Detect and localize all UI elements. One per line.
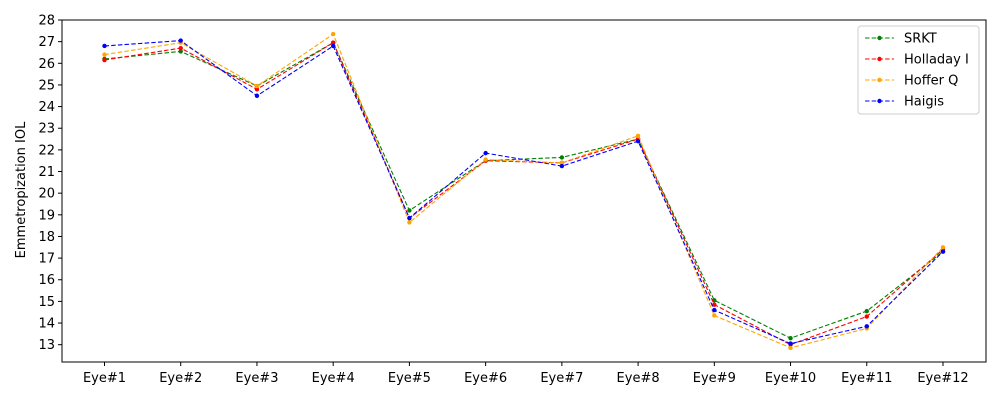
y-tick-label: 19 bbox=[38, 208, 55, 223]
x-tick-label: Eye#4 bbox=[312, 371, 355, 386]
data-point bbox=[788, 341, 793, 346]
data-point bbox=[178, 38, 183, 43]
series-srkt bbox=[102, 40, 946, 341]
data-point bbox=[330, 31, 336, 37]
series-haigis bbox=[102, 38, 946, 346]
legend-marker bbox=[877, 98, 882, 104]
plot-frame bbox=[61, 19, 987, 363]
x-axis: Eye#1 Eye#2 Eye#3 Eye#4 Eye#5 Eye#6 Eye#7 Eye#8… bbox=[83, 362, 969, 386]
data-point bbox=[559, 160, 565, 166]
data-point bbox=[864, 314, 869, 319]
legend-entry: Hoffer Q bbox=[865, 74, 958, 89]
legend-entry: Holladay I bbox=[865, 53, 969, 68]
y-tick-label: 28 bbox=[38, 14, 55, 29]
data-point bbox=[102, 52, 107, 57]
data-point bbox=[788, 335, 793, 341]
y-tick-label: 16 bbox=[38, 273, 55, 288]
data-point bbox=[712, 302, 717, 307]
series-line bbox=[104, 41, 944, 346]
x-tick-label: Eye#6 bbox=[464, 371, 507, 386]
data-point bbox=[940, 249, 946, 254]
y-tick-label: 17 bbox=[38, 252, 55, 267]
x-tick-label: Eye#3 bbox=[235, 371, 278, 386]
y-tick-label: 26 bbox=[38, 57, 55, 72]
series-holladay-i bbox=[102, 40, 946, 347]
data-point bbox=[712, 307, 717, 313]
data-point bbox=[178, 45, 183, 51]
data-point bbox=[407, 208, 412, 213]
legend-label: Hoffer Q bbox=[904, 74, 958, 89]
data-point bbox=[254, 93, 260, 98]
y-tick-label: 13 bbox=[38, 338, 55, 353]
x-tick-label: Eye#9 bbox=[693, 371, 736, 386]
data-point bbox=[864, 308, 869, 314]
data-point bbox=[635, 139, 641, 144]
data-point bbox=[483, 150, 488, 156]
legend-entry: SRKT bbox=[865, 32, 937, 47]
x-tick-label: Eye#1 bbox=[83, 371, 126, 386]
data-point bbox=[254, 87, 260, 92]
series-line bbox=[104, 41, 944, 339]
series-hoffer-q bbox=[102, 31, 946, 351]
data-point bbox=[788, 345, 793, 351]
y-tick-label: 24 bbox=[38, 100, 55, 115]
data-point bbox=[102, 43, 107, 49]
x-tick-label: Eye#11 bbox=[841, 371, 892, 386]
y-axis: 13 14 15 16 17 18 19 20 21 22 23 24 25 26 27 28 bbox=[38, 14, 62, 353]
y-axis-label: Emmetropization IOL bbox=[14, 121, 29, 258]
data-point bbox=[407, 215, 412, 221]
x-tick-label: Eye#10 bbox=[765, 371, 816, 386]
y-tick-label: 18 bbox=[38, 230, 55, 245]
data-point bbox=[559, 155, 565, 160]
legend-marker bbox=[877, 35, 882, 41]
data-point bbox=[102, 57, 107, 63]
data-point bbox=[330, 40, 336, 45]
series-line bbox=[104, 40, 944, 345]
data-point bbox=[864, 324, 869, 329]
data-point bbox=[254, 83, 260, 89]
y-tick-label: 27 bbox=[38, 35, 55, 50]
y-tick-label: 15 bbox=[38, 295, 55, 310]
x-tick-label: Eye#5 bbox=[388, 371, 431, 386]
plot-area bbox=[61, 19, 987, 363]
x-tick-label: Eye#7 bbox=[540, 371, 583, 386]
legend: SRKT Holladay I Hoffer Q Haigis bbox=[857, 25, 980, 115]
data-point bbox=[483, 157, 488, 162]
legend-marker bbox=[877, 77, 882, 83]
series-layer bbox=[102, 31, 946, 351]
x-tick-label: Eye#12 bbox=[917, 371, 968, 386]
x-tick-label: Eye#8 bbox=[617, 371, 660, 386]
data-point bbox=[635, 133, 641, 139]
data-point bbox=[940, 245, 946, 250]
data-point bbox=[712, 313, 717, 318]
data-point bbox=[330, 43, 336, 49]
legend-label: SRKT bbox=[904, 32, 937, 47]
legend-entry: Haigis bbox=[865, 95, 944, 110]
legend-box bbox=[857, 25, 980, 115]
data-point bbox=[178, 49, 183, 54]
legend-marker bbox=[877, 56, 882, 62]
x-tick-label: Eye#2 bbox=[159, 371, 202, 386]
y-tick-label: 23 bbox=[38, 122, 55, 137]
series-line bbox=[104, 33, 944, 349]
y-tick-label: 20 bbox=[38, 187, 55, 202]
data-point bbox=[559, 163, 565, 169]
y-tick-label: 22 bbox=[38, 143, 55, 158]
data-point bbox=[407, 220, 412, 225]
y-tick-label: 21 bbox=[38, 165, 55, 180]
y-tick-label: 25 bbox=[38, 78, 55, 93]
y-tick-label: 14 bbox=[38, 317, 55, 332]
legend-label: Holladay I bbox=[904, 53, 969, 68]
legend-label: Haigis bbox=[904, 95, 944, 110]
